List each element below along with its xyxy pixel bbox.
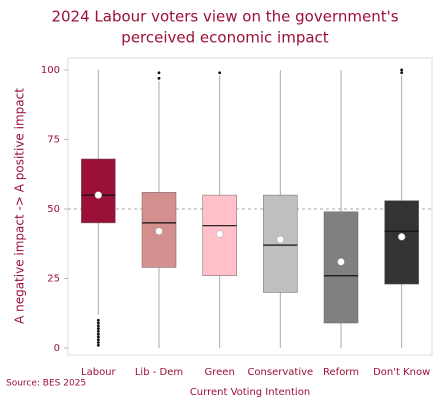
source: Source: BES 2025	[6, 379, 86, 389]
outlier	[400, 71, 404, 75]
x-tick-label: Reform	[323, 367, 359, 378]
outlier	[96, 341, 100, 344]
x-tick-label: Conservative	[247, 367, 313, 378]
outlier	[96, 321, 100, 325]
outlier	[96, 329, 100, 333]
y-tick-label: 75	[47, 134, 60, 145]
mean	[155, 227, 163, 235]
mean	[94, 191, 103, 199]
outlier	[400, 68, 404, 72]
outlier	[157, 76, 161, 80]
box	[263, 194, 298, 293]
x-tick-label: Green	[205, 367, 235, 378]
outlier	[96, 338, 100, 342]
x-axis-label: Current Voting Intention	[190, 387, 310, 398]
box	[323, 211, 359, 324]
y-tick-label: 50	[47, 204, 60, 215]
y-tick-label: 100	[41, 65, 60, 76]
outlier	[96, 332, 100, 336]
outlier	[157, 71, 161, 75]
box	[81, 158, 116, 224]
y-tick-label: 0	[54, 343, 60, 354]
mean	[276, 235, 285, 244]
box	[384, 200, 419, 285]
outlier	[96, 327, 100, 330]
x-tick-label: Lib - Dem	[135, 367, 183, 378]
outlier	[96, 318, 100, 322]
chart-title: perceived economic impact	[121, 29, 328, 47]
y-axis-label: A negative impact -> A positive impact	[13, 88, 27, 324]
outlier	[96, 324, 100, 328]
outlier	[218, 71, 222, 75]
y-tick-label: 25	[47, 274, 60, 285]
x-tick-label: Don't Know	[373, 367, 430, 378]
mean	[337, 258, 345, 266]
x-tick-label: Labour	[81, 367, 117, 378]
outlier	[96, 335, 100, 339]
outlier	[96, 343, 100, 347]
mean	[215, 230, 224, 238]
plot-border	[67, 57, 433, 356]
chart-title: 2024 Labour voters view on the governmen…	[51, 8, 398, 26]
mean	[397, 233, 406, 241]
